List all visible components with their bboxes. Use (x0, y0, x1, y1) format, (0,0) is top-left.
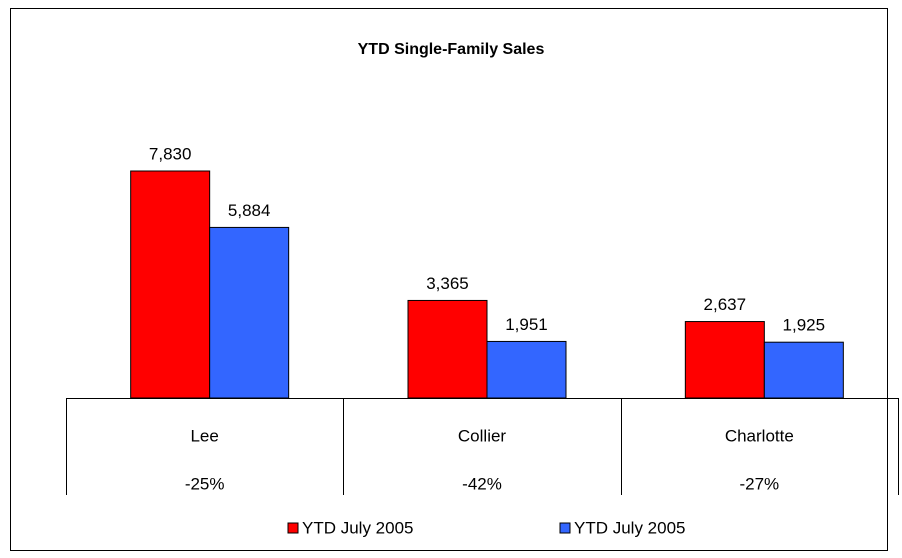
legend-label: YTD July 2005 (302, 518, 414, 537)
bar (130, 170, 211, 399)
data-label: 1,951 (505, 315, 548, 334)
x-tick-label: Charlotte (725, 426, 794, 445)
bar (486, 340, 567, 399)
data-label: 7,830 (149, 144, 192, 163)
chart-title: YTD Single-Family Sales (358, 41, 545, 58)
bar (763, 341, 844, 399)
x-tick-label: Collier (458, 426, 507, 445)
bar (684, 321, 765, 399)
data-label: 1,925 (783, 316, 826, 335)
change-label: -25% (185, 474, 225, 493)
data-label: 5,884 (228, 201, 271, 220)
change-label: -42% (462, 474, 502, 493)
legend-label: YTD July 2005 (574, 518, 686, 537)
data-label: 3,365 (426, 274, 469, 293)
bar (407, 299, 488, 399)
legend-swatch (559, 522, 571, 534)
x-tick-label: Lee (190, 426, 218, 445)
data-label: 2,637 (704, 295, 747, 314)
bar (209, 226, 290, 399)
legend-swatch (287, 522, 299, 534)
change-label: -27% (739, 474, 779, 493)
